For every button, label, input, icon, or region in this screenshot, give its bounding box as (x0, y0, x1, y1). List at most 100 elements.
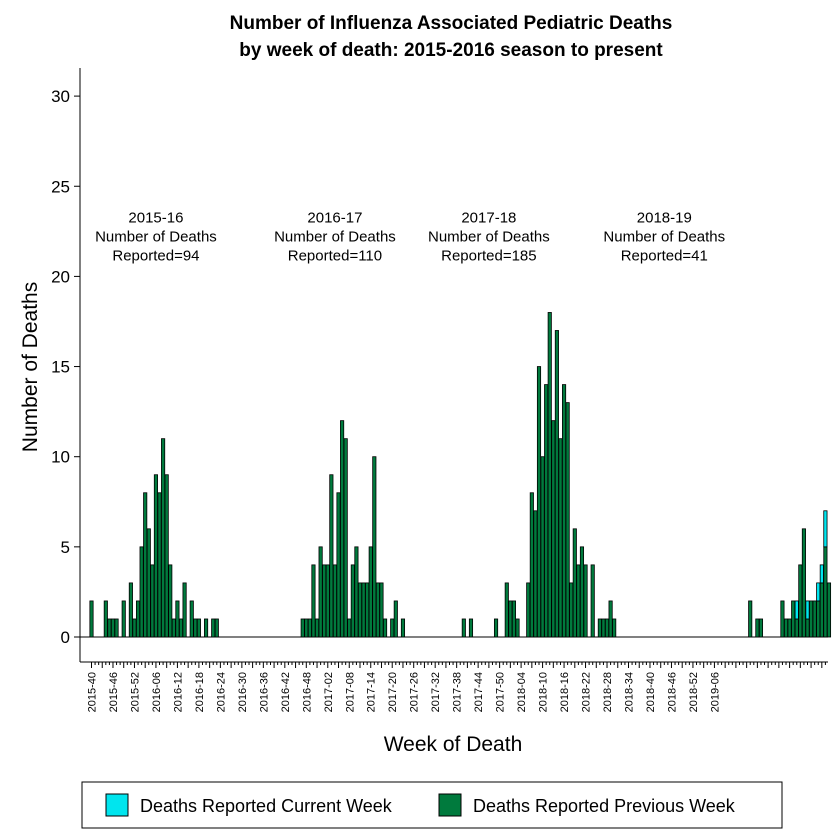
x-tick-label: 2018-52 (688, 672, 700, 712)
bar-previous-week (110, 618, 116, 638)
bar-previous-week (146, 528, 151, 638)
bar-previous-week (189, 600, 194, 638)
bar-previous-week (182, 582, 187, 638)
bar-previous-week (135, 600, 141, 638)
season-annotation: Reported=110 (288, 247, 382, 264)
bar-previous-week (533, 510, 538, 638)
bar-previous-week (318, 546, 323, 638)
bar-previous-week (383, 618, 388, 638)
bar-previous-week (311, 564, 316, 638)
bar-previous-week (214, 618, 219, 638)
y-tick-label: 25 (51, 177, 70, 196)
bar-current-week (805, 600, 810, 620)
bar-previous-week (107, 618, 112, 638)
y-tick-label: 5 (61, 538, 70, 557)
bar-previous-week (515, 618, 520, 638)
bar-previous-week (325, 564, 330, 638)
bar-previous-week (204, 618, 209, 638)
legend-swatch-previous-week (438, 793, 462, 817)
x-tick-label: 2017-50 (495, 672, 507, 712)
bar-previous-week (544, 384, 549, 638)
bar-previous-week (178, 618, 184, 638)
bar-previous-week (354, 546, 359, 638)
bar-previous-week (805, 618, 810, 638)
x-tick-label: 2017-38 (452, 672, 464, 712)
bar-previous-week (114, 618, 119, 638)
bar-previous-week (307, 618, 312, 638)
bar-previous-week (758, 618, 764, 638)
season-annotation: Number of Deaths (428, 228, 550, 245)
bar-previous-week (390, 618, 395, 638)
x-tick-label: 2018-22 (581, 672, 593, 712)
bar-previous-week (150, 564, 155, 638)
bar-previous-week (153, 474, 158, 638)
bar-previous-week (350, 564, 355, 638)
legend: Deaths Reported Current Week Deaths Repo… (81, 781, 783, 829)
bar-previous-week (604, 618, 610, 638)
bar-previous-week (132, 618, 137, 638)
bar-previous-week (128, 582, 133, 638)
bar-previous-week (787, 618, 792, 638)
bar-previous-week (193, 618, 198, 638)
bar-previous-week (601, 618, 606, 638)
bar-previous-week (393, 600, 398, 638)
bar-previous-week (558, 438, 563, 638)
bar-previous-week (161, 438, 166, 638)
bar-previous-week (121, 600, 126, 638)
bar-previous-week (468, 618, 474, 638)
x-tick-label: 2016-42 (280, 672, 292, 712)
bar-previous-week (211, 618, 216, 638)
bar-previous-week (809, 600, 814, 638)
bar-previous-week (357, 582, 363, 638)
x-tick-label: 2018-40 (645, 672, 657, 712)
bar-previous-week (801, 528, 806, 638)
x-tick-label: 2017-32 (430, 672, 442, 712)
x-tick-label: 2017-08 (344, 672, 356, 712)
bar-previous-week (461, 618, 466, 638)
bar-current-week (823, 510, 828, 548)
x-tick-label: 2018-28 (602, 672, 614, 712)
bar-previous-week (196, 618, 201, 638)
bar-previous-week (540, 456, 545, 638)
x-tick-label: 2017-26 (409, 672, 421, 712)
bar-previous-week (504, 582, 509, 638)
x-tick-label: 2016-36 (258, 672, 270, 712)
bar-previous-week (314, 618, 320, 638)
bar-previous-week (579, 546, 585, 638)
bar-previous-week (583, 564, 588, 638)
bar-previous-week (329, 474, 334, 638)
x-tick-label: 2016-30 (237, 672, 249, 712)
bar-previous-week (347, 618, 352, 638)
chart-title: Number of Influenza Associated Pediatric… (230, 13, 673, 61)
bar-previous-week (89, 600, 94, 638)
bar-previous-week (565, 402, 570, 638)
x-tick-label: 2016-12 (172, 672, 184, 712)
x-tick-label: 2016-06 (151, 672, 163, 712)
bar-previous-week (572, 528, 577, 638)
y-tick-label: 15 (51, 358, 70, 377)
bar-previous-week (529, 492, 534, 638)
bar-previous-week (139, 546, 144, 638)
bar-previous-week (562, 384, 567, 638)
legend-swatch-current-week (105, 793, 129, 817)
x-tick-label: 2017-14 (366, 672, 378, 712)
bar-previous-week (748, 600, 753, 638)
bar-previous-week (103, 600, 108, 638)
x-tick-label: 2018-16 (559, 672, 571, 712)
bar-current-week (816, 582, 821, 602)
y-tick-label: 20 (51, 267, 70, 286)
bar-previous-week (590, 564, 595, 638)
x-tick-label: 2019-06 (709, 672, 721, 712)
bar-previous-week (551, 420, 556, 638)
season-annotation: 2015-16 (128, 209, 183, 226)
bar-previous-week (143, 492, 148, 638)
bar-previous-week (783, 618, 789, 638)
x-tick-label: 2016-18 (194, 672, 206, 712)
bar-previous-week (794, 618, 799, 638)
x-tick-label: 2015-52 (129, 672, 141, 712)
bar-previous-week (368, 546, 373, 638)
season-annotation: 2017-18 (461, 209, 516, 226)
y-tick-label: 0 (61, 628, 70, 647)
legend-label-current-week: Deaths Reported Current Week (140, 796, 393, 816)
